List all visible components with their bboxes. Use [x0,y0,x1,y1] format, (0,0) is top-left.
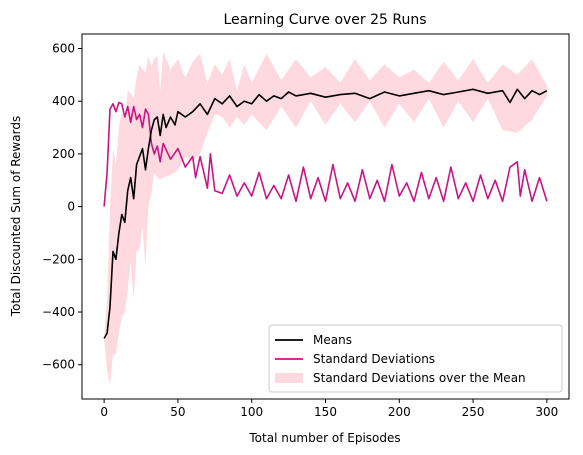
legend-label-std: Standard Deviations [313,352,435,366]
legend: Means Standard Deviations Standard Devia… [268,324,563,393]
x-tick-label: 50 [170,405,185,419]
x-tick-label: 100 [240,405,263,419]
legend-label-band: Standard Deviations over the Mean [313,371,526,385]
series-lines-layer [103,88,548,339]
y-tick-label: 600 [52,41,75,55]
x-axis-label: Total number of Episodes [248,431,400,445]
legend-box [268,324,563,393]
legend-swatch-band [275,373,303,383]
chart-title: Learning Curve over 25 Runs [223,12,426,28]
y-tick-label: 0 [67,200,75,214]
std-band [104,51,547,386]
y-tick-label: 200 [52,147,75,161]
means-line [103,88,548,339]
y-axis-label: Total Discounted Sum of Rewards [9,116,23,317]
std-band-layer [104,51,547,386]
y-tick-label: −200 [42,252,75,266]
y-tick-label: −600 [42,358,75,372]
x-tick-label: 200 [388,405,411,419]
legend-label-means: Means [313,333,352,347]
x-tick-label: 250 [462,405,485,419]
ticks-layer: 0 50 100 150 200 250 300 −600 −400 −200 0 200 400 600 [42,41,558,419]
std-line [103,101,548,207]
x-tick-label: 0 [100,405,108,419]
y-tick-label: 400 [52,94,75,108]
y-tick-label: −400 [42,305,75,319]
x-tick-label: 150 [314,405,337,419]
x-tick-label: 300 [535,405,558,419]
